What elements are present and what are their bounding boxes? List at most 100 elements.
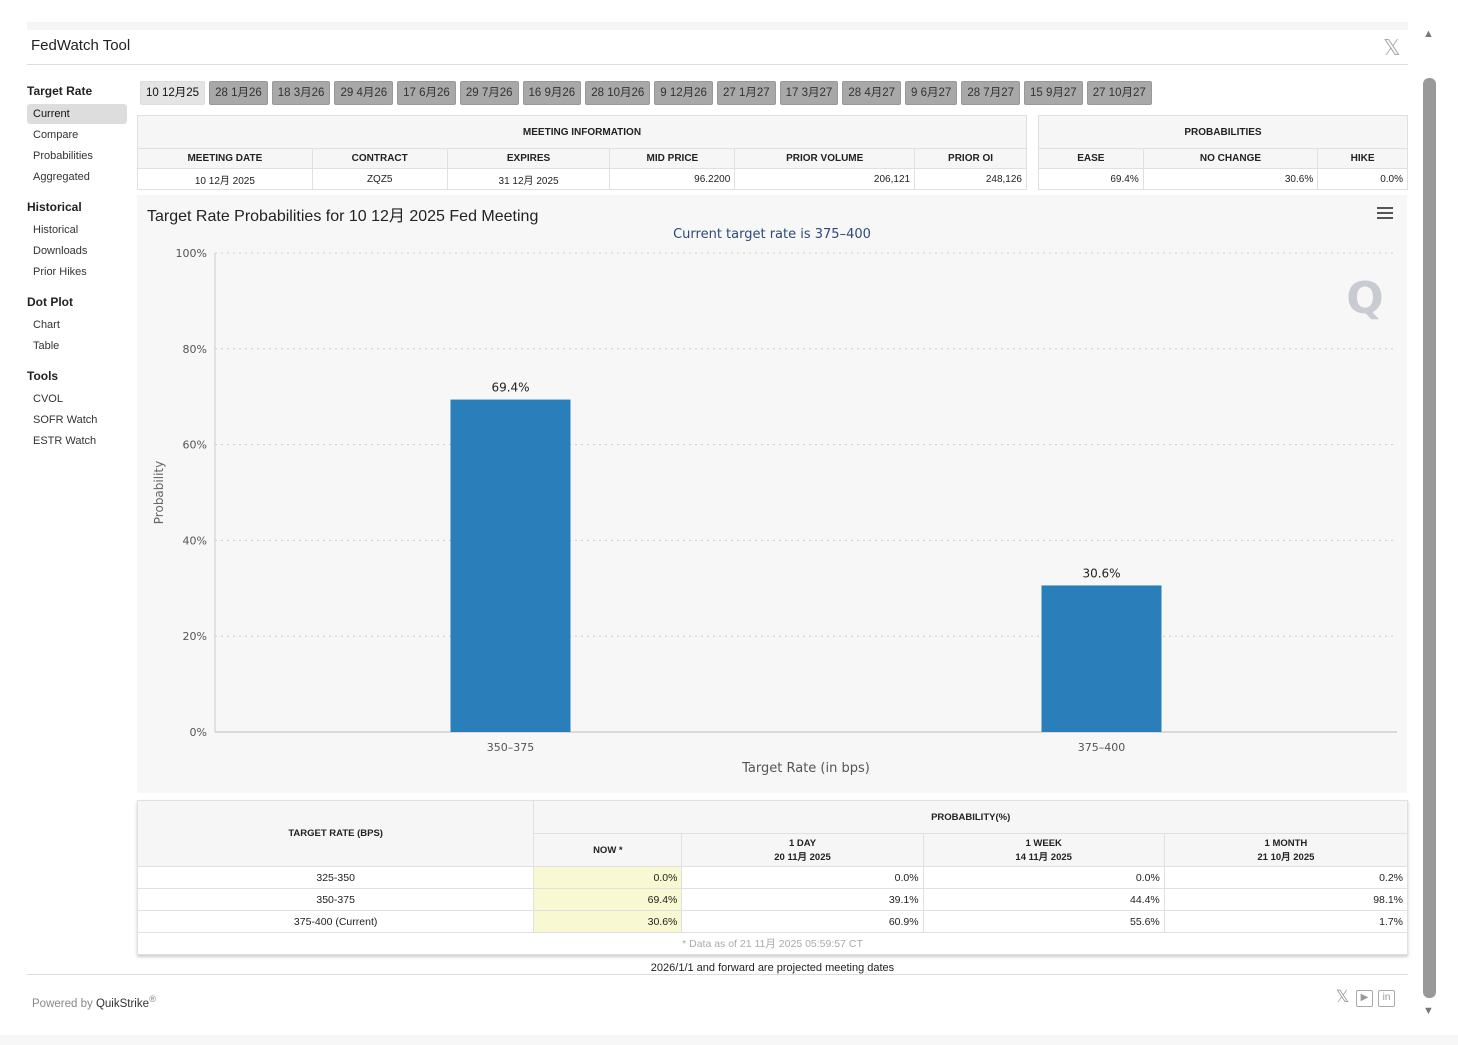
target-rate-cell: 350-375 — [136, 888, 535, 911]
probability-cell: 55.6% — [922, 910, 1165, 933]
col-date: 20 11月 2025 — [774, 851, 831, 863]
scroll-up-icon[interactable]: ▲ — [1423, 28, 1434, 40]
y-tick-label: 40% — [183, 534, 207, 547]
tab-meeting-date[interactable]: 16 9月26 — [522, 81, 582, 105]
chart-subtitle: Current target rate is 375–400 — [673, 227, 871, 242]
sidebar-item-compare[interactable]: Compare — [33, 129, 79, 141]
sidebar-item-probabilities[interactable]: Probabilities — [33, 150, 93, 162]
y-tick-label: 60% — [183, 439, 207, 452]
sidebar-item-sofr-watch[interactable]: SOFR Watch — [33, 414, 98, 426]
probability-col-header: NOW * — [533, 833, 683, 867]
quikstrike-link[interactable]: QuikStrike — [95, 997, 149, 1010]
table-row: 375-400 (Current) 30.6% 60.9% 55.6% 1.7% — [136, 910, 1409, 933]
powered-by: Powered by QuikStrike® — [32, 994, 156, 1010]
probability-col-header: 1 MONTH 21 10月 2025 — [1163, 833, 1409, 867]
chart-title: Target Rate Probabilities for 10 12月 202… — [147, 208, 539, 225]
sidebar: Target Rate Current Compare Probabilities Ag… — [27, 84, 127, 464]
col-label: 1 WEEK — [1025, 837, 1062, 849]
tab-meeting-date[interactable]: 29 7月26 — [459, 81, 519, 105]
tab-meeting-date[interactable]: 15 9月27 — [1024, 81, 1083, 105]
bottom-strip — [0, 1035, 1458, 1045]
youtube-icon[interactable]: ▶ — [1356, 990, 1373, 1007]
sidebar-item-cvol[interactable]: CVOL — [33, 393, 63, 405]
meeting-tabs: 10 12月25 28 1月26 18 3月26 29 4月26 17 6月26 29 7… — [140, 81, 1152, 105]
sidebar-group: Historical Historical Downloads Prior Hikes — [27, 200, 127, 282]
sidebar-item-chart[interactable]: Chart — [33, 319, 60, 331]
bar-chart: Q 0% 20% 40% 60% 80% 100% 69.4% 350–375 30.6% 375… — [152, 247, 1397, 776]
sidebar-item-table[interactable]: Table — [33, 340, 60, 352]
x-logo-icon[interactable]: 𝕏 — [1383, 35, 1401, 60]
probabilities-col-header: EASE — [1038, 148, 1144, 169]
sidebar-heading: Historical — [27, 200, 82, 214]
tab-meeting-date[interactable]: 18 3月26 — [271, 81, 331, 105]
tab-meeting-date[interactable]: 10 12月25 — [140, 81, 206, 105]
y-tick-label: 0% — [190, 726, 207, 739]
tab-meeting-date[interactable]: 28 7月27 — [961, 81, 1020, 105]
y-tick-label: 20% — [183, 630, 207, 643]
probabilities-cell: 0.0% — [1317, 168, 1408, 190]
probability-cell: 0.2% — [1163, 866, 1409, 889]
hamburger-menu-icon[interactable] — [1377, 207, 1393, 222]
y-tick-label: 80% — [183, 343, 207, 356]
scrollbar-thumb[interactable] — [1423, 78, 1436, 998]
x-tick-label: 350–375 — [487, 741, 535, 754]
meeting-info-col-header: MEETING DATE — [137, 148, 313, 169]
chart-panel: Target Rate Probabilities for 10 12月 202… — [137, 195, 1407, 793]
target-rate-cell: 325-350 — [136, 866, 535, 889]
probability-cell: 39.1% — [681, 888, 924, 911]
sidebar-item-current[interactable]: Current — [27, 104, 127, 124]
tab-meeting-date[interactable]: 29 4月26 — [334, 81, 394, 105]
probability-cell: 1.7% — [1163, 910, 1409, 933]
table-row: 350-375 69.4% 39.1% 44.4% 98.1% — [136, 888, 1409, 911]
tab-meeting-date[interactable]: 28 10月26 — [585, 81, 651, 105]
bar — [450, 399, 571, 732]
col-label: NOW * — [593, 844, 623, 856]
sidebar-item-aggregated[interactable]: Aggregated — [33, 171, 90, 183]
probability-cell: 69.4% — [533, 888, 683, 911]
top-strip — [27, 22, 1408, 30]
tab-meeting-date[interactable]: 17 3月27 — [779, 81, 839, 105]
tab-meeting-date[interactable]: 9 6月27 — [905, 81, 958, 105]
tab-meeting-date[interactable]: 27 10月27 — [1086, 81, 1152, 105]
probabilities-cell: 30.6% — [1142, 168, 1319, 190]
sidebar-heading: Dot Plot — [27, 295, 73, 309]
y-axis-title: Probability — [152, 461, 166, 524]
divider — [27, 974, 1408, 975]
sidebar-group: Tools CVOL SOFR Watch ESTR Watch — [27, 369, 127, 451]
probability-cell: 60.9% — [681, 910, 924, 933]
meeting-info-cell: 10 12月 2025 — [137, 168, 313, 190]
quikstrike-watermark-icon: Q — [1346, 273, 1383, 324]
tab-meeting-date[interactable]: 9 12月26 — [654, 81, 713, 105]
tab-meeting-date[interactable]: 28 4月27 — [842, 81, 902, 105]
meeting-info-cell: 96.2200 — [609, 168, 736, 190]
meeting-info-col-header: MID PRICE — [609, 148, 736, 169]
target-rate-header: TARGET RATE (BPS) — [136, 800, 535, 867]
page-title: FedWatch Tool — [31, 37, 131, 54]
divider — [27, 64, 1408, 65]
y-tick-label: 100% — [176, 247, 207, 260]
sidebar-item-prior-hikes[interactable]: Prior Hikes — [33, 266, 87, 278]
probability-cell: 98.1% — [1163, 888, 1409, 911]
probability-col-header: 1 DAY 20 11月 2025 — [681, 833, 924, 867]
bar — [1041, 585, 1162, 732]
tab-meeting-date[interactable]: 17 6月26 — [397, 81, 456, 105]
meeting-info-col-header: CONTRACT — [311, 148, 448, 169]
sidebar-item-estr-watch[interactable]: ESTR Watch — [33, 435, 97, 447]
probabilities-table: PROBABILITIES EASE NO CHANGE HIKE 69.4% 30.6… — [1038, 115, 1408, 190]
scroll-down-icon[interactable]: ▼ — [1423, 1005, 1434, 1017]
probabilities-col-header: HIKE — [1317, 148, 1408, 169]
sidebar-item-downloads[interactable]: Downloads — [33, 245, 88, 257]
probability-table: TARGET RATE (BPS) PROBABILITY(%) NOW * 1 … — [136, 800, 1409, 955]
probabilities-col-header: NO CHANGE — [1142, 148, 1319, 169]
sidebar-item-historical[interactable]: Historical — [33, 224, 79, 236]
linkedin-icon[interactable]: in — [1378, 990, 1395, 1007]
x-icon[interactable]: 𝕏 — [1335, 987, 1350, 1006]
tab-meeting-date[interactable]: 28 1月26 — [209, 81, 268, 105]
tab-meeting-date[interactable]: 27 1月27 — [716, 81, 776, 105]
meeting-info-col-header: PRIOR OI — [914, 148, 1027, 169]
data-timestamp: * Data as of 21 11月 2025 05:59:57 CT — [137, 932, 1408, 955]
meeting-info-cell: 206,121 — [734, 168, 916, 190]
registered-mark: ® — [148, 994, 157, 1005]
target-rate-cell: 375-400 (Current) — [136, 910, 535, 933]
col-label: 1 MONTH — [1264, 837, 1308, 849]
